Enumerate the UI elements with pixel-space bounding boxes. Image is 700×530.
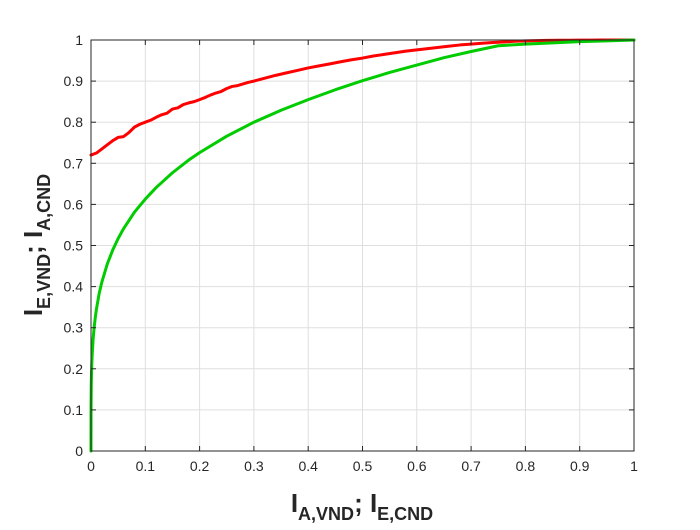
y-tick-label: 0 xyxy=(75,443,83,459)
x-tick-label: 0.6 xyxy=(407,458,427,474)
x-tick-label: 0.8 xyxy=(516,458,536,474)
y-tick-label: 0.5 xyxy=(64,238,84,254)
x-tick-label: 0.2 xyxy=(190,458,210,474)
ylabel-part: I xyxy=(18,309,48,316)
y-tick-label: 1 xyxy=(75,32,83,48)
x-tick-label: 0.7 xyxy=(461,458,481,474)
y-axis-title: IE,VND; IA,CND xyxy=(18,174,54,316)
y-tick-label: 0.2 xyxy=(64,361,84,377)
xlabel-part: I xyxy=(291,488,298,518)
y-tick-label: 0.8 xyxy=(64,114,84,130)
series-line-2 xyxy=(89,38,636,453)
x-tick-label: 0.5 xyxy=(353,458,373,474)
x-axis-title: IA,VND; IE,CND xyxy=(291,488,433,524)
x-tick-label: 0.9 xyxy=(570,458,590,474)
y-ticks: 0 0.1 0.2 0.3 0.4 0.5 0.6 0.7 0.8 0.9 1 xyxy=(64,32,634,459)
xlabel-part: ; I xyxy=(354,488,377,518)
y-tick-label: 0.3 xyxy=(64,320,84,336)
y-tick-label: 0.6 xyxy=(64,196,84,212)
x-ticks: 0 0.1 0.2 0.3 0.4 0.5 0.6 0.7 0.8 0.9 1 xyxy=(87,40,638,474)
y-tick-label: 0.1 xyxy=(64,402,84,418)
series-layer xyxy=(89,38,636,453)
y-tick-label: 0.7 xyxy=(64,155,84,171)
x-tick-label: 0.1 xyxy=(136,458,156,474)
series-line-1 xyxy=(89,38,636,157)
x-tick-label: 0.3 xyxy=(244,458,264,474)
ylabel-part: ; I xyxy=(18,231,48,254)
x-tick-label: 0 xyxy=(87,458,95,474)
ylabel-subscript: A,CND xyxy=(34,174,54,231)
x-tick-label: 1 xyxy=(630,458,638,474)
xlabel-subscript: A,VND xyxy=(298,504,354,524)
ylabel-subscript: E,VND xyxy=(34,254,54,309)
y-tick-label: 0.4 xyxy=(64,279,84,295)
xlabel-subscript: E,CND xyxy=(377,504,433,524)
x-tick-label: 0.4 xyxy=(298,458,318,474)
y-tick-label: 0.9 xyxy=(64,73,84,89)
